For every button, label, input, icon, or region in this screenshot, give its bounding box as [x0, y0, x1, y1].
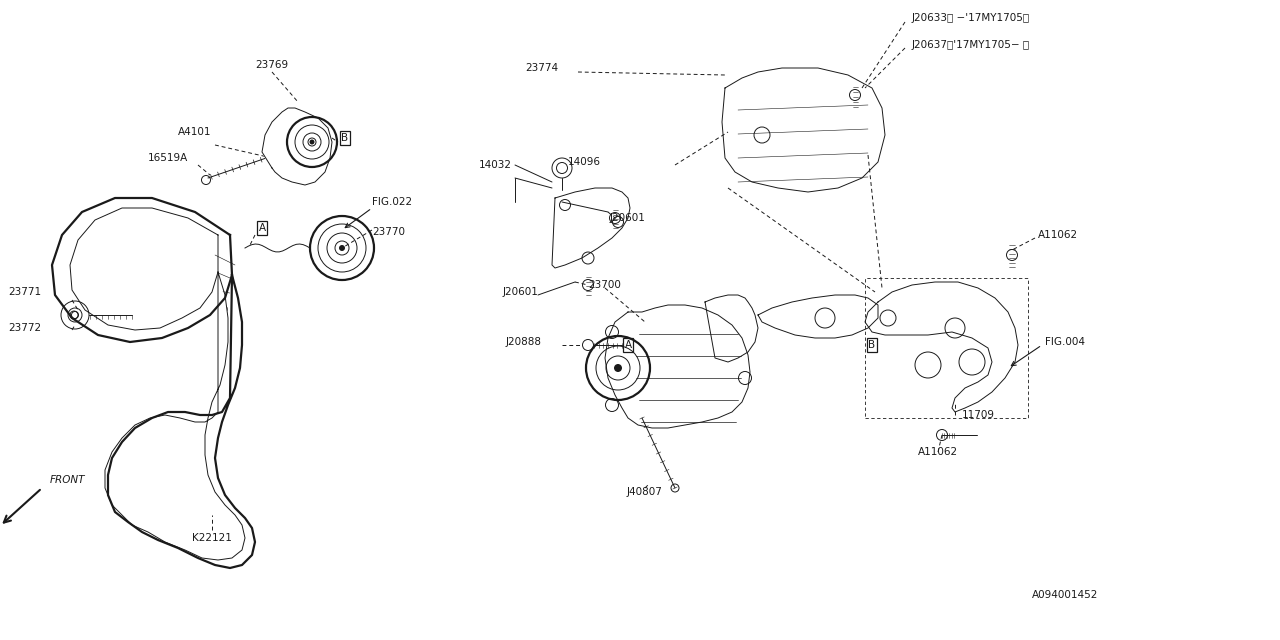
Text: A094001452: A094001452 [1032, 590, 1098, 600]
Circle shape [339, 245, 346, 251]
Text: 14032: 14032 [479, 160, 512, 170]
Text: 14096: 14096 [568, 157, 602, 167]
Text: A11062: A11062 [1038, 230, 1078, 240]
Polygon shape [605, 305, 750, 428]
Text: J20601: J20601 [611, 213, 646, 223]
Text: FIG.022: FIG.022 [372, 197, 412, 207]
Polygon shape [865, 282, 1018, 412]
Text: A: A [259, 223, 265, 233]
Text: 23769: 23769 [256, 60, 288, 70]
Text: B: B [342, 133, 348, 143]
Text: 23700: 23700 [588, 280, 621, 290]
Text: 23774: 23774 [525, 63, 558, 73]
Text: B: B [868, 340, 876, 350]
Circle shape [614, 364, 622, 372]
Text: A: A [625, 340, 631, 350]
Text: FIG.004: FIG.004 [1044, 337, 1085, 347]
Text: A11062: A11062 [918, 447, 957, 457]
Text: 23770: 23770 [372, 227, 404, 237]
Text: 16519A: 16519A [148, 153, 188, 163]
Text: J40807: J40807 [627, 487, 663, 497]
Text: J20601: J20601 [502, 287, 538, 297]
Polygon shape [722, 68, 884, 192]
Text: FRONT: FRONT [50, 475, 86, 485]
Circle shape [310, 140, 315, 145]
Text: A4101: A4101 [178, 127, 211, 137]
Text: 23771: 23771 [8, 287, 41, 297]
Polygon shape [552, 188, 630, 268]
Text: K22121: K22121 [192, 533, 232, 543]
Polygon shape [262, 108, 332, 185]
Text: J20633〈 −'17MY1705〉: J20633〈 −'17MY1705〉 [911, 13, 1030, 23]
Text: 11709: 11709 [963, 410, 995, 420]
Text: J20637〈'17MY1705− 〉: J20637〈'17MY1705− 〉 [911, 40, 1030, 50]
Text: J20888: J20888 [506, 337, 541, 347]
Text: 23772: 23772 [8, 323, 41, 333]
